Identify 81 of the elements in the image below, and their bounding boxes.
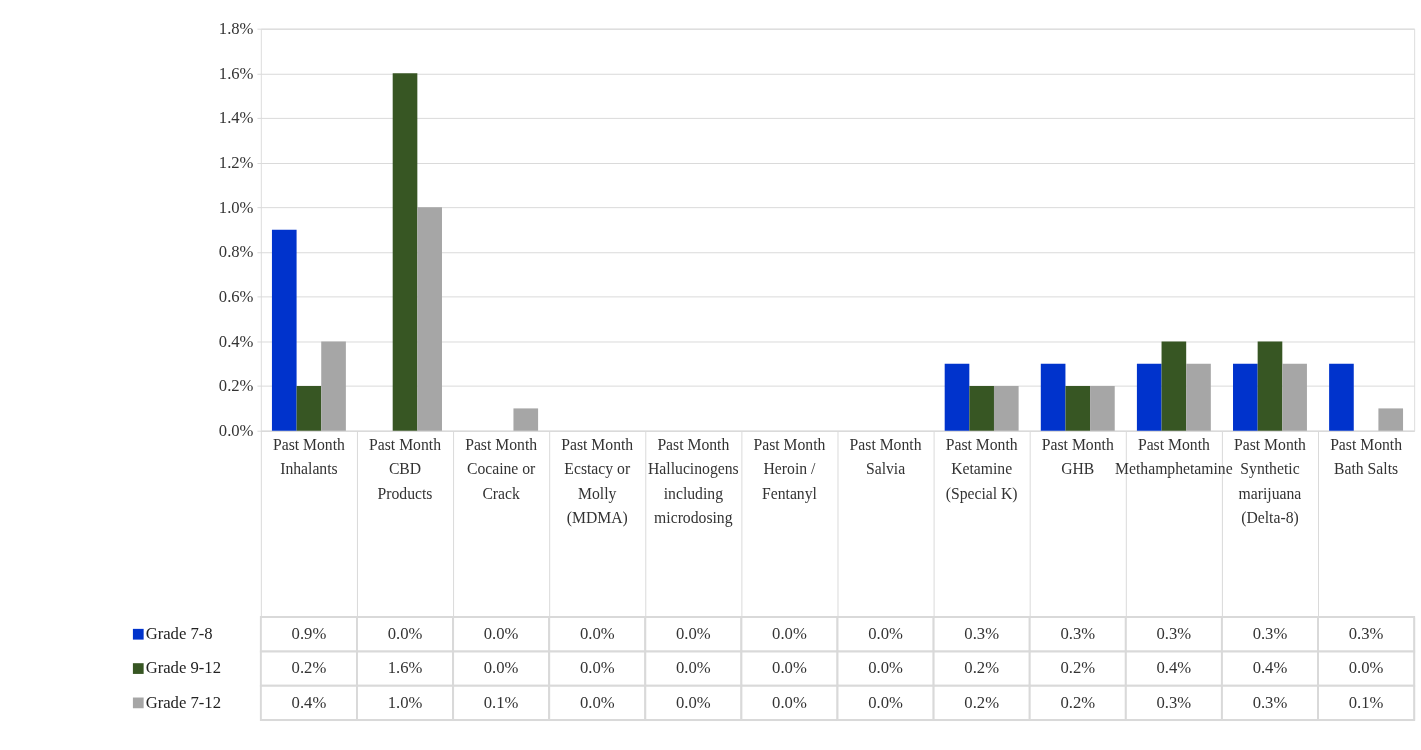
data-label: 0.2% bbox=[1060, 658, 1096, 678]
data-label: 0.4% bbox=[1252, 658, 1288, 678]
x-tick-label: Past Month Ketamine (Special K) bbox=[945, 435, 1018, 503]
x-tick-label: Past Month Heroin / Fentanyl bbox=[753, 435, 826, 503]
x-tick-label: Past Month Hallucinogens including microdosing bbox=[648, 435, 739, 528]
x-tick-label: Past Month Salvia bbox=[849, 435, 922, 478]
x-tick-label: Past Month Ecstacy or Molly (MDMA) bbox=[561, 435, 634, 528]
data-label: 0.3% bbox=[1252, 692, 1288, 712]
bar bbox=[1257, 341, 1283, 431]
data-label: 0.4% bbox=[1156, 658, 1192, 678]
data-label: 0.0% bbox=[675, 624, 711, 644]
bar bbox=[1186, 363, 1211, 431]
bar bbox=[944, 363, 970, 431]
x-tick-label: Past Month GHB bbox=[1041, 435, 1114, 478]
y-tick-label: 1.0% bbox=[218, 197, 254, 217]
bar bbox=[1040, 363, 1066, 431]
data-label: 0.3% bbox=[1156, 692, 1192, 712]
data-label: 0.0% bbox=[483, 658, 519, 678]
bar bbox=[513, 408, 539, 431]
bar bbox=[993, 386, 1019, 431]
y-tick-label: 0.2% bbox=[218, 376, 254, 396]
y-tick-label: 1.8% bbox=[218, 19, 254, 39]
data-label: 0.0% bbox=[868, 692, 904, 712]
x-tick-label: Past Month Methamphetamine bbox=[1115, 435, 1233, 479]
data-label: 0.0% bbox=[579, 624, 615, 644]
bar bbox=[1378, 408, 1404, 431]
bar bbox=[1136, 363, 1162, 431]
bar bbox=[1065, 386, 1091, 431]
data-label: 0.0% bbox=[772, 624, 807, 644]
data-label: 0.0% bbox=[579, 658, 615, 678]
x-tick-label: Past Month Inhalants bbox=[272, 435, 346, 478]
y-tick-label: 1.2% bbox=[218, 153, 254, 173]
data-label: 0.3% bbox=[964, 624, 1000, 644]
legend-label: Grade 7-12 bbox=[145, 692, 222, 712]
y-tick-label: 0.8% bbox=[218, 242, 254, 262]
data-label: 0.1% bbox=[483, 692, 519, 712]
bar bbox=[392, 73, 418, 431]
y-tick-label: 1.4% bbox=[218, 108, 254, 128]
bar bbox=[1161, 341, 1187, 431]
bar bbox=[1233, 363, 1258, 431]
bar bbox=[321, 341, 346, 431]
data-label: 0.1% bbox=[1348, 692, 1384, 712]
data-label: 0.4% bbox=[291, 692, 327, 712]
data-label: 0.0% bbox=[387, 624, 423, 644]
bar bbox=[417, 207, 442, 431]
bar bbox=[271, 229, 297, 431]
y-tick-label: 0.6% bbox=[218, 287, 254, 307]
data-label: 0.2% bbox=[964, 692, 1000, 712]
data-label: 0.0% bbox=[772, 692, 807, 712]
x-tick-label: Past Month Cocaine or Crack bbox=[465, 435, 538, 502]
data-label: 0.3% bbox=[1156, 624, 1192, 644]
bar bbox=[1090, 386, 1115, 431]
data-label: 0.0% bbox=[483, 624, 519, 644]
data-label: 0.0% bbox=[868, 624, 904, 644]
data-label: 0.0% bbox=[772, 658, 807, 678]
legend-label: Grade 9-12 bbox=[145, 658, 222, 678]
x-tick-label: Past Month CBD Products bbox=[369, 435, 442, 502]
data-label: 0.3% bbox=[1252, 624, 1288, 644]
y-tick-label: 1.6% bbox=[218, 63, 254, 83]
bar bbox=[1282, 363, 1307, 431]
y-tick-label: 0.4% bbox=[218, 331, 254, 351]
bar bbox=[969, 386, 994, 431]
data-label: 0.3% bbox=[1060, 624, 1096, 644]
data-label: 0.0% bbox=[868, 658, 904, 678]
data-label: 0.2% bbox=[964, 658, 1000, 678]
data-label: 0.9% bbox=[291, 624, 327, 644]
x-tick-label: Past Month Bath Salts bbox=[1330, 435, 1403, 478]
data-label: 0.0% bbox=[675, 658, 711, 678]
bar bbox=[1329, 363, 1354, 431]
data-label: 0.0% bbox=[579, 692, 615, 712]
data-label: 0.0% bbox=[675, 692, 711, 712]
data-label: 0.2% bbox=[1060, 692, 1096, 712]
data-label: 0.2% bbox=[291, 658, 327, 678]
y-tick-label: 0.0% bbox=[218, 421, 254, 441]
data-label: 1.0% bbox=[387, 692, 423, 712]
data-label: 0.0% bbox=[1348, 658, 1384, 678]
data-label: 0.3% bbox=[1348, 624, 1384, 644]
data-label: 1.6% bbox=[387, 658, 423, 678]
x-tick-label: Past Month Synthetic marijuana (Delta-8) bbox=[1234, 435, 1307, 528]
legend-label: Grade 7-8 bbox=[145, 624, 213, 644]
bar bbox=[296, 386, 322, 431]
